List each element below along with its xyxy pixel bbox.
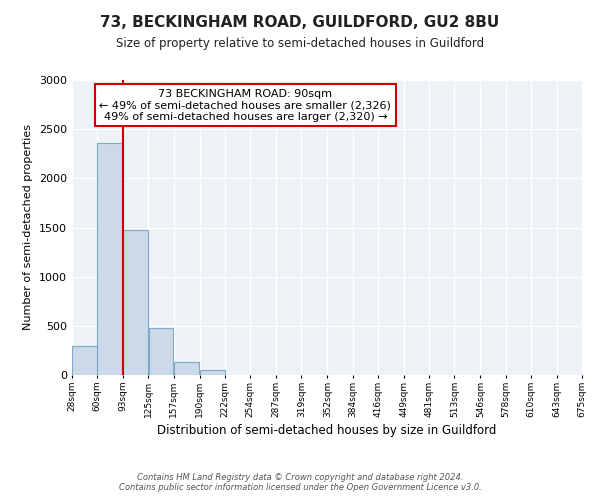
X-axis label: Distribution of semi-detached houses by size in Guildford: Distribution of semi-detached houses by …	[157, 424, 497, 437]
Bar	[200, 370, 225, 375]
Text: Size of property relative to semi-detached houses in Guildford: Size of property relative to semi-detach…	[116, 38, 484, 51]
Text: 73 BECKINGHAM ROAD: 90sqm
← 49% of semi-detached houses are smaller (2,326)
49% : 73 BECKINGHAM ROAD: 90sqm ← 49% of semi-…	[100, 89, 391, 122]
Bar	[72, 346, 97, 375]
Bar	[149, 328, 173, 375]
Bar	[97, 143, 122, 375]
Bar	[124, 230, 148, 375]
Y-axis label: Number of semi-detached properties: Number of semi-detached properties	[23, 124, 34, 330]
Text: 73, BECKINGHAM ROAD, GUILDFORD, GU2 8BU: 73, BECKINGHAM ROAD, GUILDFORD, GU2 8BU	[100, 15, 500, 30]
Bar	[174, 362, 199, 375]
Text: Contains HM Land Registry data © Crown copyright and database right 2024.
Contai: Contains HM Land Registry data © Crown c…	[119, 473, 481, 492]
